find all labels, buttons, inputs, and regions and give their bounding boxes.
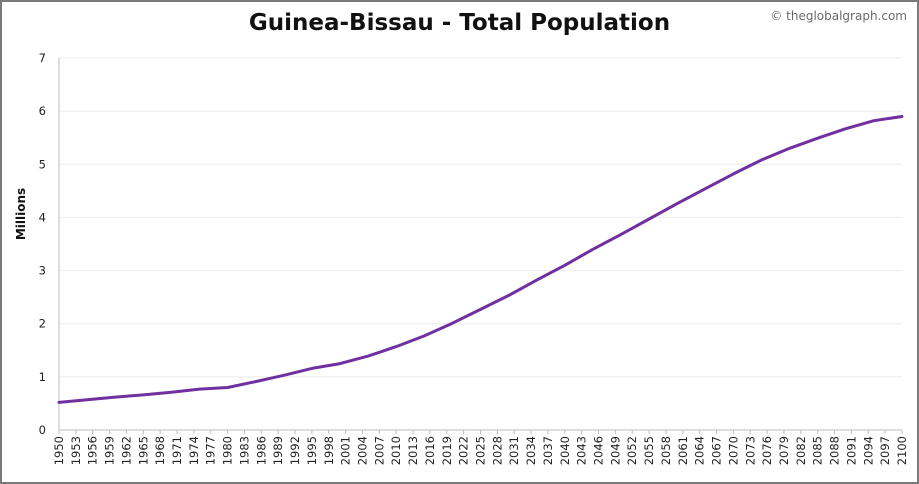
x-tick-label: 2064: [693, 436, 707, 465]
chart-title: Guinea-Bissau - Total Population: [248, 10, 671, 36]
x-tick-label: 2022: [457, 436, 471, 465]
x-tick-label: 2073: [743, 436, 757, 465]
y-tick-label: 7: [39, 51, 46, 65]
x-tick-label: 1989: [271, 436, 285, 465]
x-tick-label: 2061: [676, 436, 690, 465]
x-tick-label: 1971: [170, 436, 184, 465]
y-tick-label: 5: [39, 157, 46, 171]
y-tick-label: 2: [39, 317, 46, 331]
x-tick-label: 2049: [608, 436, 622, 465]
series-line: [57, 115, 904, 404]
x-tick-label: 2043: [575, 436, 589, 465]
y-tick-label: 4: [39, 210, 46, 224]
x-tick-label: 1998: [322, 436, 336, 465]
x-tick-label: 1974: [187, 436, 201, 465]
gridlines: [59, 57, 902, 378]
x-tick-label: 1962: [119, 436, 133, 465]
x-tick-label: 2025: [474, 436, 488, 465]
x-tick-label: 2100: [895, 436, 909, 465]
credit-text: © theglobalgraph.com: [770, 9, 907, 23]
y-tick-label: 0: [39, 423, 46, 437]
axes: [58, 58, 903, 434]
x-tick-label: 2004: [355, 436, 369, 465]
x-tick-label: 2052: [625, 436, 639, 465]
x-tick-label: 2097: [878, 436, 892, 465]
x-tick-label: 2079: [777, 436, 791, 465]
x-tick-label: 2082: [794, 436, 808, 465]
x-tick-label: 2067: [710, 436, 724, 465]
x-tick-label: 2007: [372, 436, 386, 465]
x-tick-label: 1992: [288, 436, 302, 465]
x-tick-label: 2076: [760, 436, 774, 465]
x-tick-label: 2001: [339, 436, 353, 465]
x-tick-label: 1977: [204, 436, 218, 465]
x-tick-label: 2046: [592, 436, 606, 465]
x-tick-label: 2040: [558, 436, 572, 465]
y-tick-label: 3: [39, 264, 46, 278]
x-tick-labels: 1950 1953 1956 1959 1962 1965 1968 1971 1974 1977…: [52, 436, 909, 465]
x-tick-label: 1959: [103, 436, 117, 465]
x-tick-label: 2070: [726, 436, 740, 465]
y-tick-label: 1: [39, 370, 46, 384]
x-tick-label: 2091: [844, 436, 858, 465]
x-tick-label: 1953: [69, 436, 83, 465]
x-tick-label: 1965: [136, 436, 150, 465]
x-tick-label: 2058: [659, 436, 673, 465]
x-tick-label: 2037: [541, 436, 555, 465]
x-tick-label: 2094: [861, 436, 875, 465]
x-tick-label: 1968: [153, 436, 167, 465]
x-tick-label: 2088: [828, 436, 842, 465]
x-tick-label: 2085: [811, 436, 825, 465]
x-tick-label: 1980: [221, 436, 235, 465]
x-tick-label: 2034: [524, 436, 538, 465]
x-tick-label: 2055: [642, 436, 656, 465]
x-tick-label: 1956: [86, 436, 100, 465]
series-group: [57, 115, 904, 404]
y-tick-label: 6: [39, 104, 46, 118]
x-tick-label: 1950: [52, 436, 66, 465]
x-tick-label: 2028: [490, 436, 504, 465]
x-tick-label: 2013: [406, 436, 420, 465]
x-tick-label: 2031: [507, 436, 521, 465]
y-tick-labels: 0 1 2 3 4 5 6 7: [39, 51, 46, 437]
x-tick-label: 1995: [305, 436, 319, 465]
x-tick-label: 2016: [423, 436, 437, 465]
x-tick-label: 1986: [254, 436, 268, 465]
x-tick-label: 2019: [440, 436, 454, 465]
x-tick-label: 2010: [389, 436, 403, 465]
x-tick-label: 1983: [237, 436, 251, 465]
